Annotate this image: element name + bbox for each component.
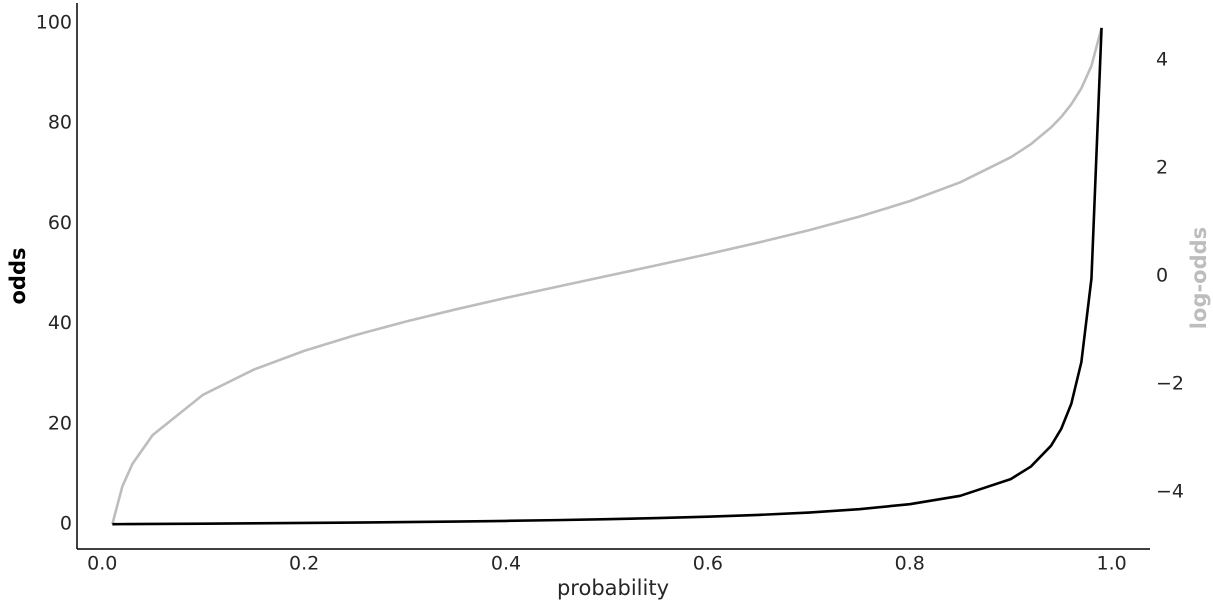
x-tick-label: 0.8 — [895, 553, 925, 575]
y-tick-label: 0 — [60, 513, 72, 535]
y-tick-label: 60 — [48, 212, 72, 234]
x-tick-label: 0.4 — [491, 553, 521, 575]
y-tick-label: 100 — [36, 11, 72, 33]
y2-tick-label: 4 — [1156, 48, 1168, 70]
x-tick-label: 0.0 — [87, 553, 117, 575]
x-tick-label: 0.2 — [289, 553, 319, 575]
x-axis-label: probability — [557, 576, 669, 600]
y2-tick-label: −2 — [1156, 373, 1184, 395]
x-tick-label: 1.0 — [1097, 553, 1127, 575]
y-tick-label: 40 — [48, 312, 72, 334]
y-tick-label: 80 — [48, 112, 72, 134]
x-tick-label: 0.6 — [693, 553, 723, 575]
y-axis-label: odds — [6, 248, 30, 305]
y2-tick-label: 0 — [1156, 265, 1168, 287]
line-series — [112, 27, 1103, 526]
line-series — [111, 27, 1103, 525]
y2-tick-label: −4 — [1156, 481, 1184, 503]
y2-tick-label: 2 — [1156, 156, 1168, 178]
y-tick-label: 20 — [48, 412, 72, 434]
y2-axis-label: log-odds — [1187, 227, 1211, 329]
